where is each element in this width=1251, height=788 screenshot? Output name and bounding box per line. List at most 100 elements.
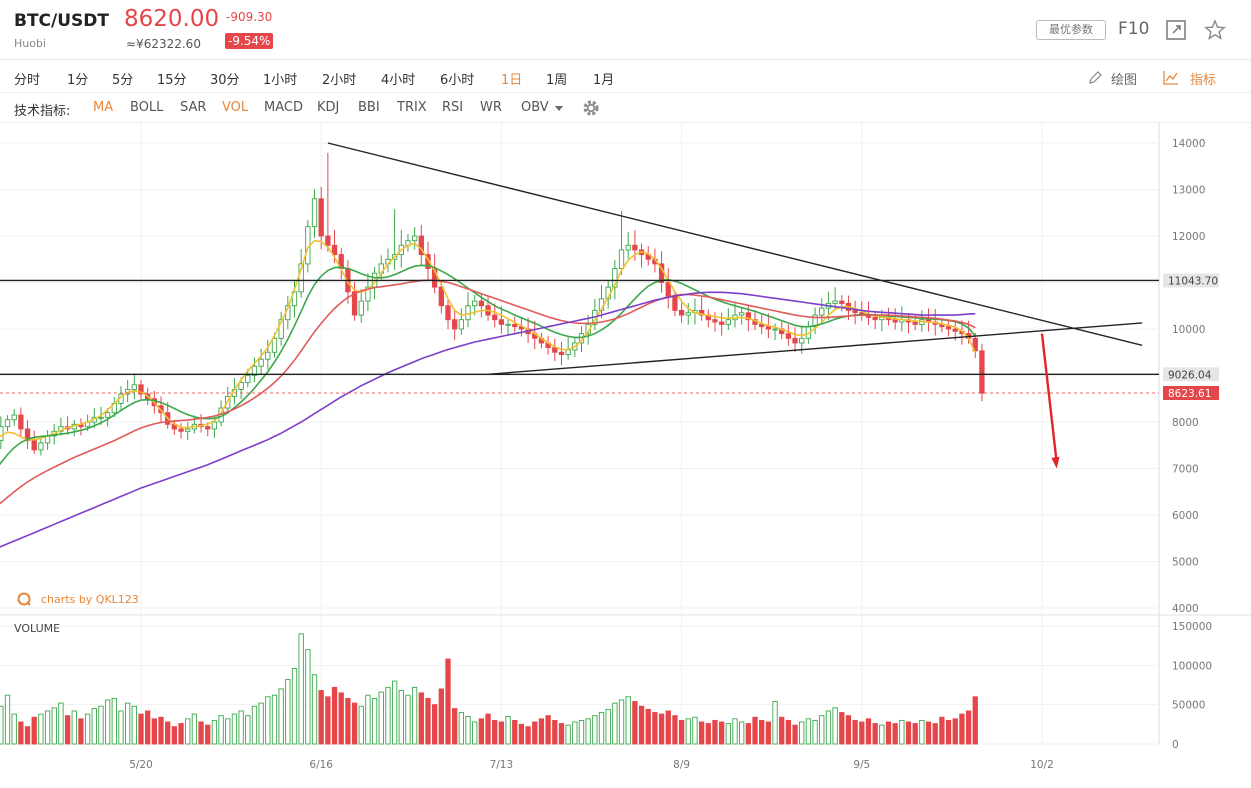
volume-bar [11,713,17,745]
timeframe-tab[interactable]: 6小时 [440,73,475,88]
candle-body [24,428,31,442]
volume-bar [919,719,925,745]
indicator-trix[interactable]: TRIX [397,100,427,115]
volume-bar [725,723,731,745]
volume-bar [91,708,97,745]
best-params-button[interactable]: 最优参数 [1036,20,1106,40]
volume-bar [939,716,945,745]
timeframe-tab[interactable]: 1分 [67,73,89,88]
volume-bar [305,649,311,745]
volume-label: VOLUME [14,622,60,635]
price-tag-box [1163,386,1219,401]
volume-bar [391,680,398,745]
volume-bar [718,721,725,745]
volume-tick-label: 0 [1172,739,1179,751]
volume-bar [652,712,658,745]
chart-area[interactable]: 4000500060007000800090001000011000120001… [0,123,1251,784]
candle-body [625,244,631,251]
candle-body [945,326,952,330]
price-tick-label: 12000 [1172,231,1205,243]
timeframe-tab[interactable]: 4小时 [381,73,416,88]
indicators-button[interactable]: 指标 [1190,73,1217,88]
candle-body [331,244,338,256]
candle-body [478,300,485,307]
volume-tick-label: 150000 [1172,621,1212,633]
candle-body [872,316,878,321]
indicator-wr[interactable]: WR [480,100,502,115]
volume-bar [285,679,291,745]
timeframe-tab[interactable]: 1月 [593,73,615,88]
caret-down-icon[interactable] [554,105,564,113]
indicator-boll[interactable]: BOLL [130,100,164,115]
candle-body [618,249,625,269]
candle-body [792,337,798,344]
volume-bar [732,718,738,745]
volume-bar [505,716,511,745]
volume-bar [959,713,965,745]
volume-bar [385,686,391,745]
indicator-bbi[interactable]: BBI [358,100,380,115]
candlestick-chart[interactable]: 4000500060007000800090001000011000120001… [0,123,1251,784]
candle-body [178,428,184,432]
volume-bar [71,710,77,745]
volume-bar [752,716,758,745]
timeframe-tab-active[interactable]: 1日 [501,73,523,88]
volume-bar [572,721,578,745]
level-price-tag: 9026.04 [1168,369,1212,381]
indicator-kdj[interactable]: KDJ [317,100,340,115]
indicator-rsi[interactable]: RSI [442,100,464,115]
gear-icon[interactable] [582,99,600,117]
volume-bar [211,719,218,745]
candle-body [104,412,111,418]
timeframe-tab[interactable]: 分时 [14,73,41,88]
candle-body [411,235,418,242]
volume-bar [605,708,611,745]
candle-body [265,351,271,360]
candle-body [251,365,258,376]
indicator-sar[interactable]: SAR [180,100,207,115]
indicator-vol[interactable]: VOL [222,100,249,115]
volume-bar [465,716,471,745]
volume-bar [865,718,872,745]
volume-bar [225,718,231,745]
candle-body [785,333,792,339]
volume-bar [44,710,51,745]
candle-body [365,286,371,302]
time-tick-label: 7/13 [490,759,514,771]
indicator-ma[interactable]: MA [93,100,114,115]
timeframe-tab[interactable]: 15分 [157,73,187,88]
candle-body [979,350,985,394]
candle-body [512,323,518,328]
timeframe-tab[interactable]: 2小时 [322,73,357,88]
indicator-macd[interactable]: MACD [264,100,303,115]
time-tick-label: 5/20 [129,759,153,771]
candle-body [432,268,438,288]
favorite-star-icon[interactable] [1204,19,1226,41]
indicator-obv[interactable]: OBV [521,100,549,115]
breakdown-arrow-head [1051,456,1060,469]
indicator-bar: 技术指标: MA BOLL SAR VOL MACD KDJ BBI TRIX … [0,93,1251,123]
timeframe-tab[interactable]: 1小时 [263,73,298,88]
candle-body [678,309,685,316]
timeframe-tab[interactable]: 5分 [112,73,134,88]
ma-line-ma60 [0,291,976,548]
f10-button[interactable]: F10 [1118,19,1150,39]
candle-body [759,323,765,328]
timeframe-tab[interactable]: 1周 [546,73,568,88]
candle-body [271,337,278,353]
volume-bar [785,719,792,745]
draw-tool-button[interactable]: 绘图 [1111,73,1138,88]
fullscreen-icon[interactable] [1165,19,1187,41]
volume-bar [178,723,184,745]
price-tick-label: 4000 [1172,603,1199,615]
candle-body [505,323,511,326]
candle-body [211,421,218,430]
volume-bar [158,716,164,745]
volume-bar [538,718,545,745]
volume-bar [485,713,491,745]
volume-bar [351,702,358,745]
ma-line-ma10 [0,264,976,466]
timeframe-tab[interactable]: 30分 [210,73,240,88]
candle-body [185,428,191,432]
price-tick-label: 8000 [1172,417,1199,429]
